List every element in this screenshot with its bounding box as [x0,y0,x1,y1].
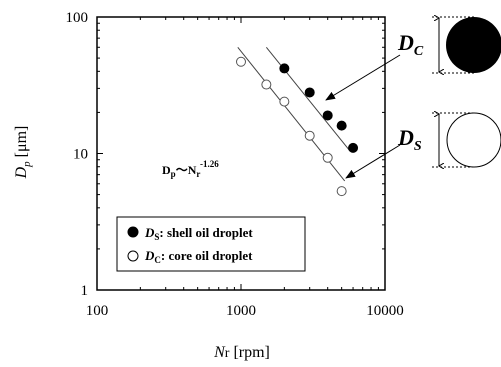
shell-data-point [279,63,290,74]
x-tick-label: 1000 [226,303,256,319]
core-data-point [304,130,315,141]
shell-data-point [336,120,347,131]
label-dc: DC [397,30,424,59]
data-points [236,56,359,197]
shell-data-point [322,110,333,121]
shell-droplet-shape [446,17,501,73]
axis-ticks: 100 1000 10000 1 10 100 [66,10,404,319]
droplet-schematic: DC DS [325,17,501,179]
label-ds: DS [397,125,422,154]
arrow-ds [345,144,401,179]
legend-entry-shell: DS: shell oil droplet [144,225,253,242]
legend-entry-core: DC: core oil droplet [144,248,253,265]
legend-box [116,216,306,272]
core-data-point [336,186,347,197]
y-axis-title: Dp [μm] [13,126,33,180]
fit-annotation: Dp〜Nr-1.26 [162,159,219,179]
core-data-point [236,56,246,67]
legend: DS: shell oil droplet DC: core oil dropl… [116,216,306,272]
core-data-point [279,96,290,107]
shell-data-point [348,142,359,153]
legend-marker-core [127,250,139,262]
y-tick-label: 10 [73,147,88,163]
x-tick-label: 10000 [366,303,404,319]
y-tick-label: 100 [66,10,89,26]
core-droplet-shape [446,112,501,168]
arrow-dc [325,54,401,101]
core-data-point [261,79,272,90]
shell-data-point [304,87,315,98]
core-data-point [322,152,333,163]
x-axis-title: Nr [rpm] [213,344,270,361]
x-tick-label: 100 [86,303,109,319]
y-tick-label: 1 [81,283,89,299]
fit-line-shell [265,46,350,150]
legend-marker-shell [127,226,139,238]
